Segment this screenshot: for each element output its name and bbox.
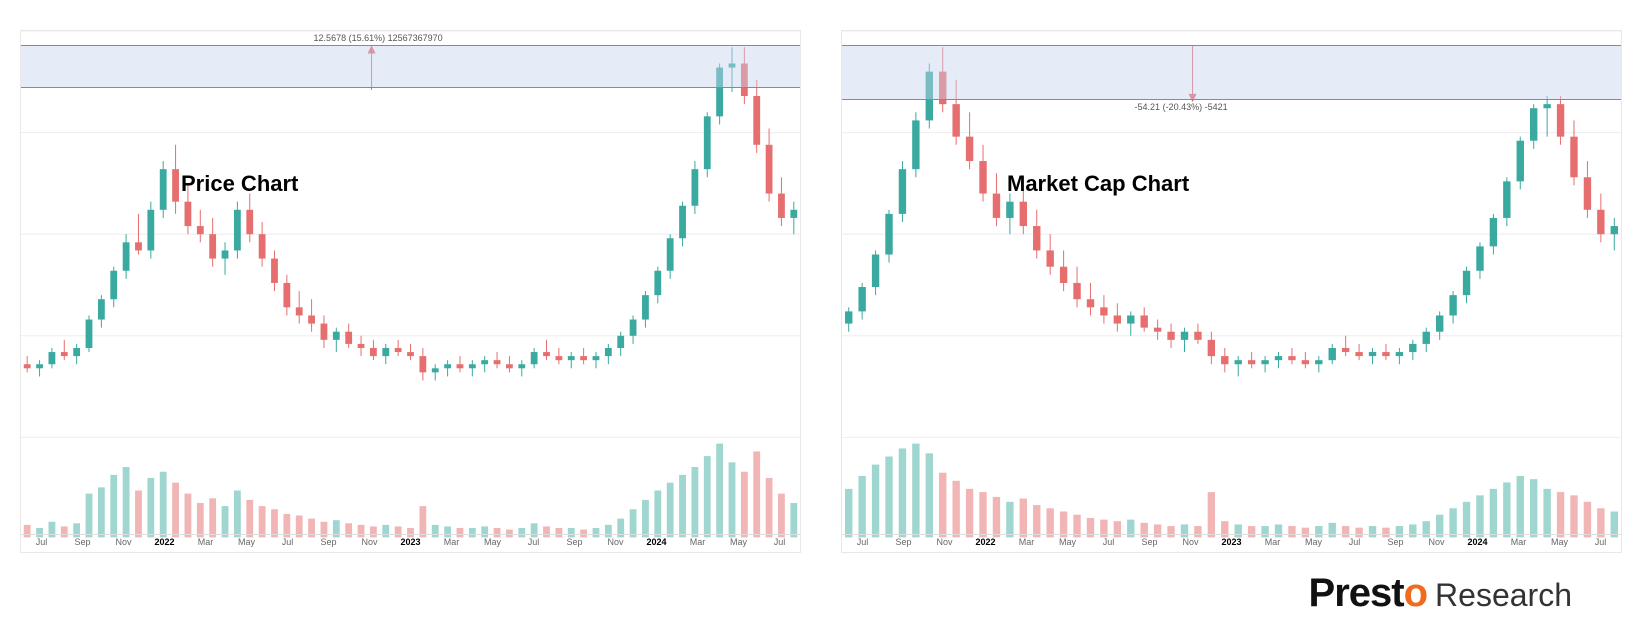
x-tick: Sep bbox=[883, 535, 924, 552]
price-chart-svg bbox=[21, 31, 800, 552]
x-tick: Jul bbox=[759, 535, 800, 552]
x-tick: May bbox=[1047, 535, 1088, 552]
marketcap-chart-svg bbox=[842, 31, 1621, 552]
x-tick: 2023 bbox=[1211, 535, 1252, 552]
x-tick: Jul bbox=[21, 535, 62, 552]
x-tick: 2024 bbox=[636, 535, 677, 552]
x-tick: Jul bbox=[842, 535, 883, 552]
x-tick: 2023 bbox=[390, 535, 431, 552]
x-tick: Nov bbox=[349, 535, 390, 552]
x-tick: Jul bbox=[513, 535, 554, 552]
x-tick: 2024 bbox=[1457, 535, 1498, 552]
brand-main-text: Presto bbox=[1309, 571, 1428, 616]
x-tick: Nov bbox=[1170, 535, 1211, 552]
x-tick: Sep bbox=[308, 535, 349, 552]
x-tick: Mar bbox=[1006, 535, 1047, 552]
footer: Presto Research bbox=[0, 563, 1642, 634]
x-tick: Jul bbox=[1334, 535, 1375, 552]
marketcap-annotation-box bbox=[842, 45, 1621, 100]
x-tick: Jul bbox=[1088, 535, 1129, 552]
x-tick: Mar bbox=[431, 535, 472, 552]
x-tick: Nov bbox=[595, 535, 636, 552]
x-tick: May bbox=[1539, 535, 1580, 552]
x-tick: May bbox=[1293, 535, 1334, 552]
marketcap-annotation-label: -54.21 (-20.43%) -5421 bbox=[1133, 102, 1230, 112]
x-tick: Mar bbox=[1252, 535, 1293, 552]
price-chart-title: Price Chart bbox=[181, 171, 298, 197]
brand-dot-icon: o bbox=[1404, 571, 1427, 615]
brand-sub-text: Research bbox=[1435, 577, 1572, 614]
x-tick: Jul bbox=[267, 535, 308, 552]
price-chart-panel: 12.5678 (15.61%) 12567367970 Price Chart… bbox=[20, 30, 801, 553]
x-tick: Nov bbox=[924, 535, 965, 552]
x-tick: Sep bbox=[1129, 535, 1170, 552]
x-tick: May bbox=[472, 535, 513, 552]
root: 12.5678 (15.61%) 12567367970 Price Chart… bbox=[0, 0, 1642, 634]
price-annotation-box bbox=[21, 45, 800, 88]
brand-logo: Presto Research bbox=[1309, 571, 1572, 616]
price-x-axis: JulSepNov2022MarMayJulSepNov2023MarMayJu… bbox=[21, 534, 800, 552]
x-tick: 2022 bbox=[965, 535, 1006, 552]
x-tick: Nov bbox=[1416, 535, 1457, 552]
x-tick: 2022 bbox=[144, 535, 185, 552]
x-tick: Mar bbox=[677, 535, 718, 552]
marketcap-x-axis: JulSepNov2022MarMayJulSepNov2023MarMayJu… bbox=[842, 534, 1621, 552]
x-tick: Mar bbox=[185, 535, 226, 552]
x-tick: Nov bbox=[103, 535, 144, 552]
x-tick: Sep bbox=[1375, 535, 1416, 552]
x-tick: Sep bbox=[554, 535, 595, 552]
x-tick: Mar bbox=[1498, 535, 1539, 552]
x-tick: May bbox=[226, 535, 267, 552]
x-tick: Jul bbox=[1580, 535, 1621, 552]
marketcap-chart-title: Market Cap Chart bbox=[1007, 171, 1189, 197]
brand-prefix: Prest bbox=[1309, 571, 1404, 615]
marketcap-chart-panel: -54.21 (-20.43%) -5421 Market Cap Chart … bbox=[841, 30, 1622, 553]
price-annotation-label: 12.5678 (15.61%) 12567367970 bbox=[312, 33, 445, 43]
x-tick: Sep bbox=[62, 535, 103, 552]
charts-row: 12.5678 (15.61%) 12567367970 Price Chart… bbox=[0, 0, 1642, 563]
x-tick: May bbox=[718, 535, 759, 552]
